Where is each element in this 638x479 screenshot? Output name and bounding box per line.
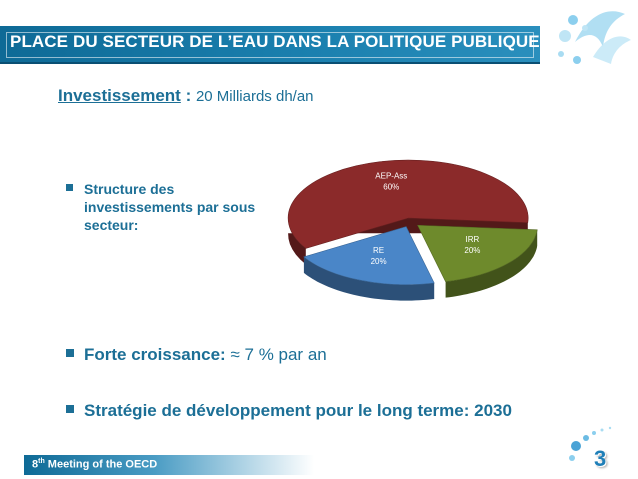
pie-slice-name-re: RE — [373, 246, 384, 255]
pie-slice-value-aep-ass: 60% — [383, 182, 399, 191]
pie-slice-value-irr: 20% — [464, 246, 480, 255]
bullet-square-icon — [66, 349, 74, 357]
bullet-growth: Forte croissance: ≈ 7 % par an — [66, 345, 327, 365]
bullet-structure-text: Structure des investissements par sous s… — [84, 181, 256, 233]
bullet-growth-rest: ≈ 7 % par an — [225, 345, 327, 364]
slide-title: PLACE DU SECTEUR DE L’EAU DANS LA POLITI… — [10, 32, 540, 51]
footer-ordinal: 8 — [32, 458, 39, 471]
investment-label: Investissement — [58, 86, 181, 105]
water-drops-icon — [569, 426, 612, 461]
investment-line: Investissement : 20 Milliards dh/an — [58, 86, 314, 106]
pie-slice-name-aep-ass: AEP-Ass — [375, 171, 407, 180]
bullet-square-icon — [66, 184, 73, 191]
bullet-strategy-text: Stratégie de développement pour le long … — [84, 401, 512, 420]
investment-value: 20 Milliards dh/an — [195, 88, 314, 105]
page-number: 3 — [594, 446, 607, 471]
title-bar — [0, 26, 540, 64]
pie-slice-side-irr — [445, 229, 538, 298]
bullet-square-icon — [66, 405, 74, 413]
bullet-structure: Structure des investissements par sous s… — [66, 180, 256, 234]
footer-text: 8th Meeting of the OECD — [32, 458, 157, 471]
pie-slice-name-irr: IRR — [466, 235, 480, 244]
footer-bar — [24, 455, 314, 475]
water-splash-icon — [558, 11, 631, 64]
bullet-growth-bold: Forte croissance: — [84, 345, 226, 364]
pie-slice-aep-ass — [287, 159, 529, 249]
footer-suffix: th — [38, 458, 45, 465]
pie-slice-irr — [417, 224, 538, 282]
bullet-strategy: Stratégie de développement pour le long … — [66, 401, 512, 421]
investment-colon: : — [180, 86, 196, 105]
pie-slice-side-re — [303, 256, 435, 301]
title-bar-frame — [6, 32, 534, 58]
pie-slice-value-re: 20% — [371, 257, 387, 266]
pie-slice-re — [303, 226, 435, 285]
footer-rest: Meeting of the OECD — [44, 458, 158, 471]
